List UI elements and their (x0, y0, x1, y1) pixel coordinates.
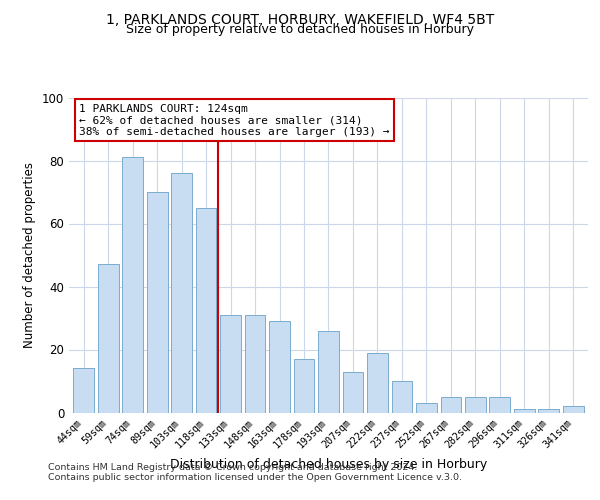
Bar (122, 158, 143, 412)
Y-axis label: Number of detached properties: Number of detached properties (23, 162, 37, 348)
Text: Size of property relative to detached houses in Horbury: Size of property relative to detached ho… (126, 23, 474, 36)
Bar (220, 315, 241, 412)
Bar (343, 372, 364, 412)
Bar (318, 330, 339, 412)
Bar (245, 315, 265, 412)
Bar (73, 368, 94, 412)
Bar (196, 208, 217, 412)
Text: 1 PARKLANDS COURT: 124sqm
← 62% of detached houses are smaller (314)
38% of semi: 1 PARKLANDS COURT: 124sqm ← 62% of detac… (79, 104, 390, 137)
Bar (293, 359, 314, 412)
Bar (538, 410, 559, 412)
Bar (171, 173, 192, 412)
Bar (392, 381, 412, 412)
Bar (98, 264, 119, 412)
Bar (465, 397, 486, 412)
Bar (490, 397, 510, 412)
X-axis label: Distribution of detached houses by size in Horbury: Distribution of detached houses by size … (170, 458, 487, 471)
Bar (563, 406, 584, 412)
Bar (367, 352, 388, 412)
Text: Contains HM Land Registry data © Crown copyright and database right 2024.: Contains HM Land Registry data © Crown c… (48, 464, 418, 472)
Text: 1, PARKLANDS COURT, HORBURY, WAKEFIELD, WF4 5BT: 1, PARKLANDS COURT, HORBURY, WAKEFIELD, … (106, 12, 494, 26)
Bar (440, 397, 461, 412)
Bar (514, 410, 535, 412)
Bar (269, 321, 290, 412)
Bar (416, 403, 437, 412)
Bar (147, 192, 167, 412)
Text: Contains public sector information licensed under the Open Government Licence v.: Contains public sector information licen… (48, 474, 462, 482)
